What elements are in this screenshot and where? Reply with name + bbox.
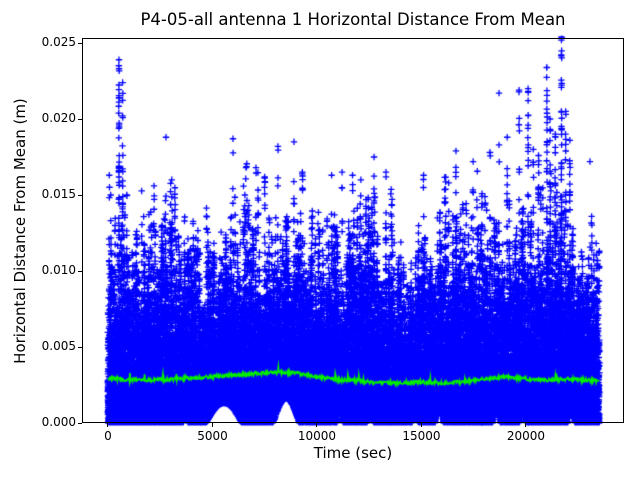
x-tick-mark-2 xyxy=(316,423,318,427)
y-tick-mark-2 xyxy=(78,270,82,272)
x-tick-label-1: 5000 xyxy=(197,429,228,443)
x-axis-label: Time (sec) xyxy=(313,444,393,462)
y-tick-label-2: 0.010 xyxy=(41,263,76,277)
y-tick-label-3: 0.015 xyxy=(41,187,76,201)
x-tick-mark-1 xyxy=(211,423,213,427)
x-tick-label-3: 15000 xyxy=(402,429,441,443)
y-axis-label: Horizontal Distance From Mean (m) xyxy=(11,98,29,364)
x-tick-mark-3 xyxy=(420,423,422,427)
y-tick-label-5: 0.025 xyxy=(41,35,76,50)
x-tick-mark-0 xyxy=(107,423,109,427)
y-tick-mark-3 xyxy=(78,194,82,196)
y-tick-mark-1 xyxy=(78,346,82,348)
x-tick-label-2: 10000 xyxy=(297,429,337,443)
x-tick-label-0: 0 xyxy=(104,429,112,443)
y-tick-mark-4 xyxy=(78,118,82,120)
y-tick-label-4: 0.020 xyxy=(41,111,76,125)
x-tick-mark-4 xyxy=(525,423,527,427)
x-tick-label-4: 20000 xyxy=(506,429,546,443)
y-tick-label-0: 0.000 xyxy=(41,415,76,429)
y-tick-mark-5 xyxy=(78,42,82,44)
y-tick-label-1: 0.005 xyxy=(41,339,76,353)
chart-title: P4-05-all antenna 1 Horizontal Distance … xyxy=(140,10,566,29)
y-tick-mark-0 xyxy=(78,422,82,424)
